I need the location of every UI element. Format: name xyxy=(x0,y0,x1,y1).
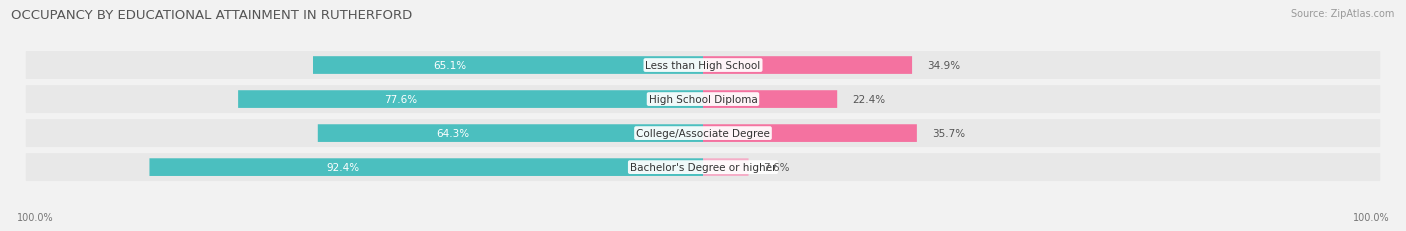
FancyBboxPatch shape xyxy=(25,52,1381,80)
FancyBboxPatch shape xyxy=(25,154,1381,181)
FancyBboxPatch shape xyxy=(703,159,748,176)
FancyBboxPatch shape xyxy=(703,125,917,142)
Text: 64.3%: 64.3% xyxy=(436,128,470,139)
Text: 34.9%: 34.9% xyxy=(927,61,960,71)
Text: High School Diploma: High School Diploma xyxy=(648,95,758,105)
Text: 77.6%: 77.6% xyxy=(384,95,418,105)
Text: 92.4%: 92.4% xyxy=(326,162,360,172)
Text: Source: ZipAtlas.com: Source: ZipAtlas.com xyxy=(1291,9,1395,19)
Text: Bachelor's Degree or higher: Bachelor's Degree or higher xyxy=(630,162,776,172)
FancyBboxPatch shape xyxy=(238,91,703,108)
Text: 22.4%: 22.4% xyxy=(852,95,886,105)
Text: OCCUPANCY BY EDUCATIONAL ATTAINMENT IN RUTHERFORD: OCCUPANCY BY EDUCATIONAL ATTAINMENT IN R… xyxy=(11,9,412,22)
FancyBboxPatch shape xyxy=(25,120,1381,147)
FancyBboxPatch shape xyxy=(25,86,1381,113)
FancyBboxPatch shape xyxy=(149,159,703,176)
Text: 100.0%: 100.0% xyxy=(1353,212,1389,222)
Text: Less than High School: Less than High School xyxy=(645,61,761,71)
FancyBboxPatch shape xyxy=(703,91,837,108)
Text: 100.0%: 100.0% xyxy=(17,212,53,222)
FancyBboxPatch shape xyxy=(703,57,912,75)
Text: College/Associate Degree: College/Associate Degree xyxy=(636,128,770,139)
Text: 7.6%: 7.6% xyxy=(763,162,790,172)
Text: 35.7%: 35.7% xyxy=(932,128,965,139)
FancyBboxPatch shape xyxy=(318,125,703,142)
Text: 65.1%: 65.1% xyxy=(433,61,465,71)
FancyBboxPatch shape xyxy=(314,57,703,75)
